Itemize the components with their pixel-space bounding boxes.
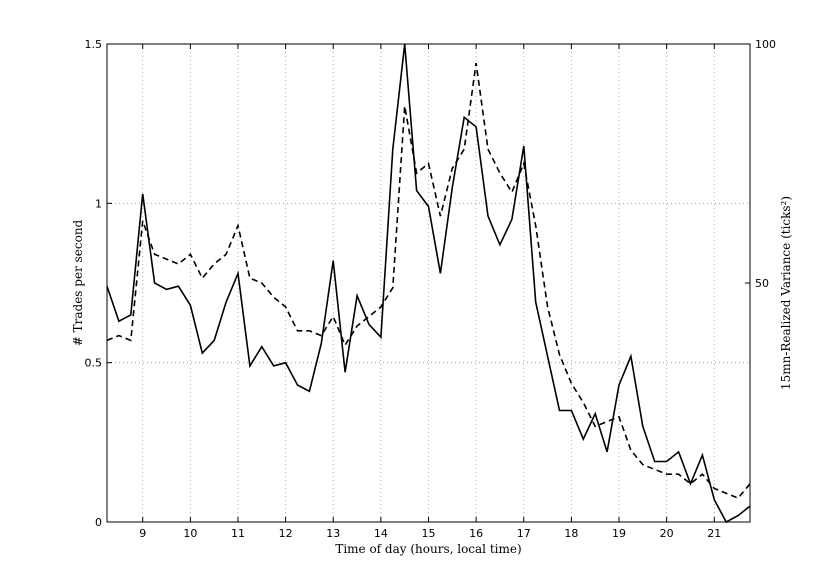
x-tick-label: 17 — [517, 527, 531, 540]
x-tick-label: 12 — [279, 527, 293, 540]
x-tick-label: 15 — [422, 527, 436, 540]
x-tick-label: 11 — [231, 527, 245, 540]
x-tick-label: 10 — [183, 527, 197, 540]
y-tick-label: 1 — [95, 197, 102, 210]
y-tick-label: 0.5 — [85, 357, 103, 370]
x-tick-label: 19 — [612, 527, 626, 540]
y-tick-label: 1.5 — [85, 38, 103, 51]
y2-tick-label: 100 — [755, 38, 776, 51]
x-tick-label: 9 — [139, 527, 146, 540]
x-tick-label: 14 — [374, 527, 388, 540]
x-axis-label: Time of day (hours, local time) — [335, 542, 521, 556]
y-tick-label: 0 — [95, 516, 102, 529]
series-layer — [106, 43, 751, 524]
x-tick-label: 18 — [564, 527, 578, 540]
y-axis-label: # Trades per second — [71, 219, 85, 346]
x-tick-label: 13 — [326, 527, 340, 540]
y2-tick-label: 50 — [755, 277, 769, 290]
axis-ticks: 9 10 11 12 13 14 15 16 17 18 19 20 21 0 0.5 1 1.5 50 100 — [85, 38, 777, 540]
x-tick-label: 16 — [469, 527, 483, 540]
x-tick-label: 20 — [660, 527, 674, 540]
series-line-realized-variance — [106, 62, 751, 500]
y2-axis-label: 15mn-Realized Variance (ticks²) — [779, 196, 793, 390]
x-tick-label: 21 — [707, 527, 721, 540]
series-line-trades-per-second — [106, 43, 751, 524]
